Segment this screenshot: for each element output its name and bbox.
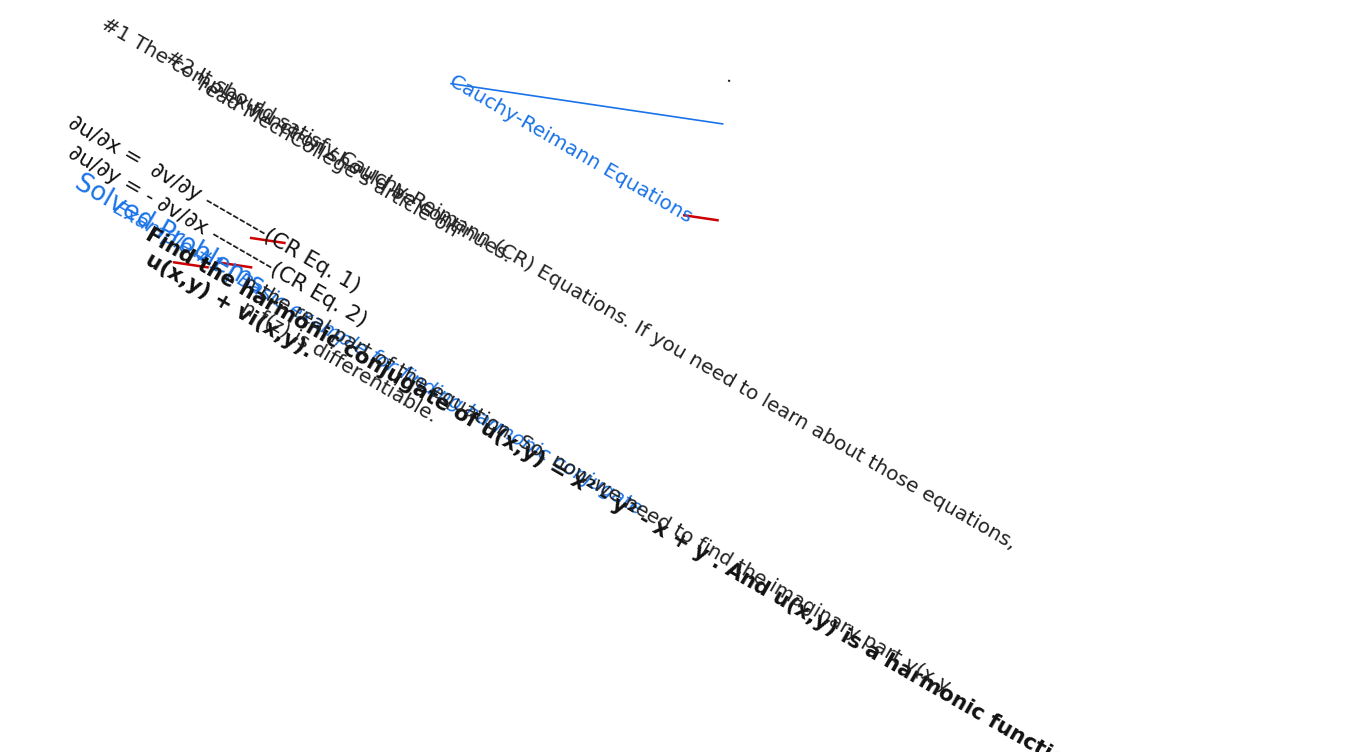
Text: ∂u/∂y = - ∂v/∂x ---------(CR Eq. 2): ∂u/∂y = - ∂v/∂x ---------(CR Eq. 2)	[65, 143, 372, 331]
Text: u(x,y) + vi(x,y).: u(x,y) + vi(x,y).	[143, 250, 317, 362]
Text: .: .	[723, 68, 738, 87]
Text: Cauchy-Reimann Equations: Cauchy-Reimann Equations	[446, 71, 695, 227]
Text: Solved Problems: Solved Problems	[71, 170, 268, 299]
Text: Find the harmonic conjugate of u(x,y) = x² - y² - x + y . And u(x,y) is a harmon: Find the harmonic conjugate of u(x,y) = …	[143, 225, 1161, 752]
Text: n the real part of the equation. So, now we need to find the imaginary part v(x,: n the real part of the equation. So, now…	[238, 273, 953, 696]
Text: ∂u/∂x =  ∂v/∂y ---------(CR Eq. 1): ∂u/∂x = ∂v/∂y ---------(CR Eq. 1)	[65, 113, 365, 297]
Text: read MechCollege's article on: read MechCollege's article on	[193, 76, 467, 244]
Text: Example #1 | Basic example for finding harmonic conjugate: Example #1 | Basic example for finding h…	[110, 198, 646, 518]
Text: n f(z) is differentiable.: n f(z) is differentiable.	[238, 298, 441, 426]
Text: #2 It should satisfy Cauchy-Reimann (CR) Equations. If you need to learn about t: #2 It should satisfy Cauchy-Reimann (CR)…	[162, 47, 1019, 553]
Text: #1 The complex function should be continues.: #1 The complex function should be contin…	[98, 15, 514, 266]
